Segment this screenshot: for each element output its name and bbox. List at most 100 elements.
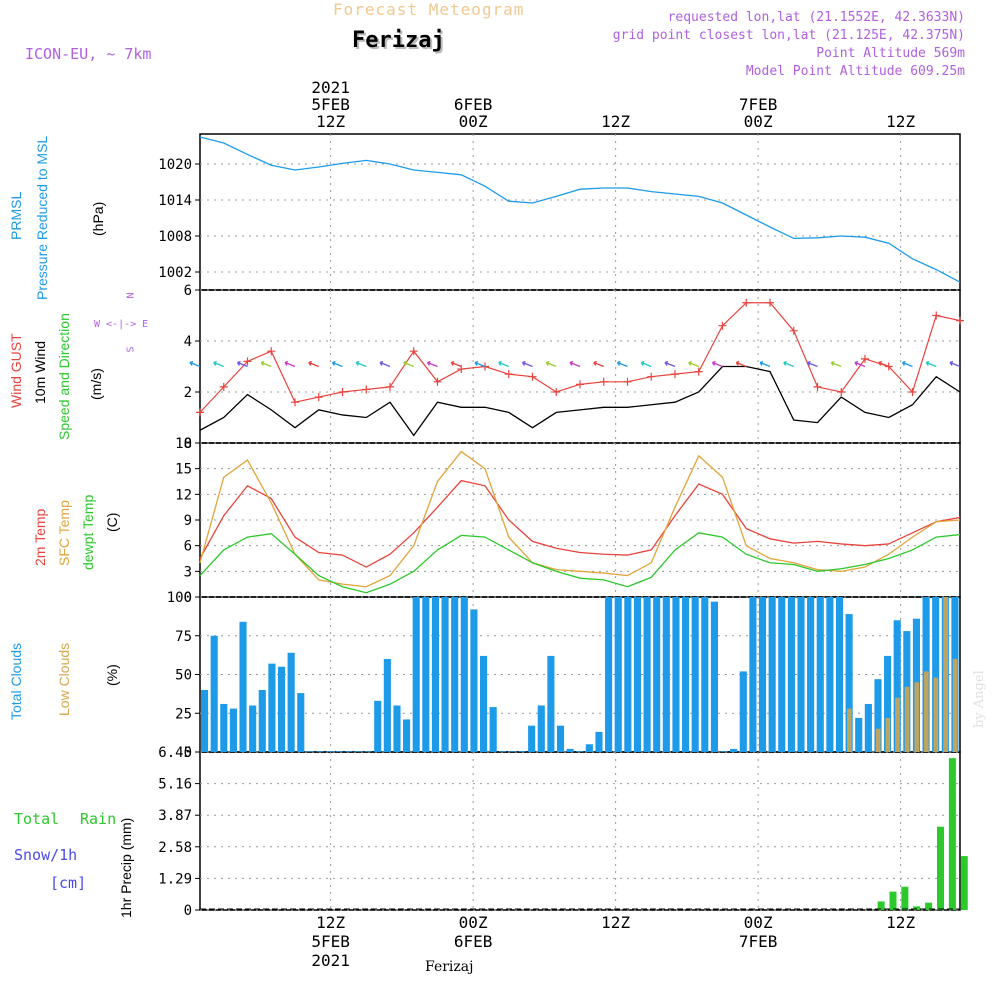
- total-cloud-bar: [595, 731, 603, 752]
- rain-bar: [901, 886, 909, 910]
- total-cloud-bar: [518, 751, 526, 752]
- total-cloud-bar: [730, 748, 738, 752]
- top-date-label: 5FEB: [311, 95, 350, 114]
- total-cloud-bar: [653, 597, 661, 752]
- y-tick-label: 1008: [158, 229, 192, 245]
- wind-gust-marker: [409, 347, 418, 356]
- compass-we: W <-|-> E: [94, 319, 149, 330]
- wind-gust-marker: [956, 316, 964, 325]
- temp-dewpt-label: dewpt Temp: [80, 494, 96, 570]
- total-cloud-bar: [547, 655, 555, 752]
- bottom-hour-label: 00Z: [459, 913, 488, 932]
- temp-2m-line: [199, 479, 961, 568]
- temp-sfc-label: SFC Temp: [56, 500, 72, 566]
- wind-direction-arrow: [308, 360, 320, 368]
- total-clouds-label: Total Clouds: [8, 642, 24, 720]
- low-cloud-bar: [904, 686, 910, 752]
- wind-direction-arrow: [759, 360, 771, 368]
- clouds-unit: (%): [104, 664, 120, 686]
- temp-unit: (C): [104, 512, 120, 532]
- y-tick-label: 0: [184, 590, 192, 606]
- wind-10m-line: [199, 365, 961, 437]
- prmsl-unit: (hPa): [90, 201, 106, 236]
- wind-gust-marker: [386, 382, 394, 391]
- total-cloud-bar: [884, 655, 892, 752]
- rain-bar: [913, 906, 921, 910]
- total-cloud-bar: [614, 597, 622, 752]
- y-tick-label: 50: [175, 668, 192, 684]
- total-cloud-bar: [932, 597, 940, 752]
- total-cloud-bar: [672, 597, 680, 752]
- wind-direction-arrow: [901, 360, 913, 368]
- y-tick-label: 5.16: [158, 777, 192, 793]
- top-year-label: 2021: [311, 78, 350, 97]
- wind-gust-marker: [291, 398, 299, 407]
- wind-gust-marker: [718, 321, 727, 330]
- total-cloud-bar: [720, 751, 728, 752]
- total-cloud-bar: [797, 597, 805, 752]
- total-cloud-bar: [691, 597, 699, 752]
- low-cloud-bar: [847, 708, 852, 752]
- total-cloud-bar: [566, 748, 574, 752]
- total-cloud-bar: [249, 705, 257, 752]
- total-cloud-bar: [787, 597, 795, 752]
- y-tick-label: 6: [184, 539, 192, 555]
- wind-gust-marker: [908, 388, 917, 396]
- wind-direction-arrow: [854, 360, 866, 368]
- total-cloud-bar: [749, 597, 757, 752]
- total-cloud-bar: [508, 751, 516, 752]
- total-cloud-bar: [268, 663, 276, 752]
- bottom-hour-label: 12Z: [601, 913, 630, 932]
- y-tick-label: 12: [175, 487, 192, 503]
- wind-direction-arrow: [925, 360, 937, 368]
- wind-direction-arrow: [806, 360, 818, 368]
- wind-direction-arrow: [640, 360, 652, 368]
- total-cloud-bar: [393, 705, 401, 752]
- total-cloud-bar: [778, 597, 786, 752]
- total-cloud-bar: [739, 671, 747, 752]
- wind-gust-marker: [504, 370, 513, 379]
- wind-gust-marker: [766, 298, 774, 307]
- rain-bar: [925, 902, 933, 910]
- top-hour-label: 00Z: [459, 112, 488, 131]
- precip-label: 1hr Precip (mm): [118, 817, 134, 918]
- rain-legend-2: Rain: [80, 810, 117, 828]
- low-cloud-bar: [875, 728, 881, 752]
- bottom-date-label: 6FEB: [454, 932, 493, 951]
- total-cloud-bar: [210, 635, 218, 752]
- rain-bar: [889, 891, 897, 910]
- chart-subtitle: Forecast Meteogram: [333, 0, 525, 19]
- wind-gust-marker: [623, 377, 632, 386]
- total-cloud-bar: [874, 679, 882, 752]
- low-clouds-label: Low Clouds: [56, 642, 72, 716]
- total-cloud-bar: [403, 719, 411, 752]
- wind-direction-arrow: [569, 360, 581, 368]
- wind-direction-arrow: [593, 360, 605, 368]
- total-cloud-bar: [499, 751, 507, 752]
- bottom-year-label: 2021: [311, 951, 350, 970]
- wind-dir-label: Speed and Direction: [56, 313, 72, 440]
- y-tick-label: 0: [184, 436, 192, 452]
- total-cloud-bar: [479, 655, 488, 752]
- prmsl-label-2: Pressure Reduced to MSL: [34, 135, 50, 300]
- total-cloud-bar: [364, 751, 372, 752]
- panel-frame-4: [199, 751, 961, 911]
- wind-unit: (m/s): [88, 368, 104, 400]
- total-cloud-bar: [354, 751, 363, 752]
- wind-direction-arrow: [213, 360, 225, 368]
- total-cloud-bar: [768, 597, 776, 752]
- top-hour-label: 12Z: [886, 112, 915, 131]
- temp-dewpt-line: [199, 532, 961, 594]
- total-cloud-bar: [585, 744, 593, 752]
- total-cloud-bar: [297, 693, 305, 752]
- total-cloud-bar: [682, 597, 690, 752]
- wind-gust-marker: [552, 388, 561, 396]
- low-cloud-bar: [924, 671, 929, 752]
- y-tick-label: 9: [184, 513, 192, 529]
- model-altitude: Model Point Altitude 609.25m: [745, 64, 965, 79]
- wind-10m-label: 10m Wind: [32, 340, 48, 404]
- y-tick-label: 4: [184, 334, 192, 350]
- wind-gust-marker: [433, 377, 442, 386]
- low-cloud-bar: [952, 659, 958, 752]
